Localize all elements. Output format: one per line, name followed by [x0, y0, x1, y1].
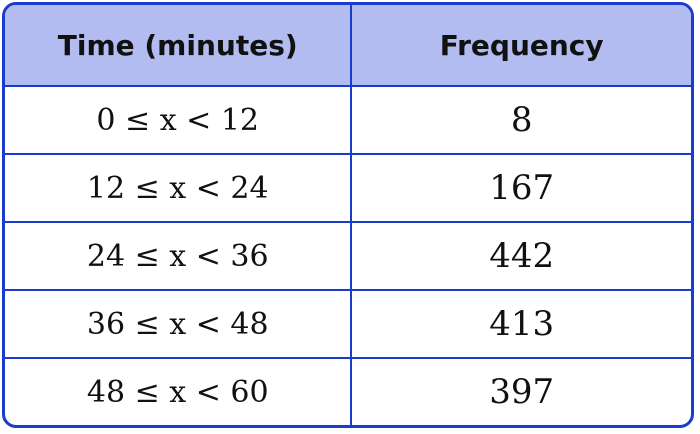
- table-row: 36 ≤ x < 48 413: [5, 289, 691, 360]
- frequency-value: 413: [350, 289, 691, 360]
- table-row: 0 ≤ x < 12 8: [5, 84, 691, 156]
- time-interval: 0 ≤ x < 12: [5, 84, 353, 156]
- time-interval: 24 ≤ x < 36: [5, 221, 353, 292]
- frequency-value: 397: [350, 357, 691, 425]
- header-row: Time (minutes) Frequency: [5, 5, 691, 87]
- table-row: 48 ≤ x < 60 397: [5, 357, 691, 425]
- frequency-value: 8: [350, 84, 691, 156]
- time-interval: 36 ≤ x < 48: [5, 289, 353, 360]
- time-interval: 12 ≤ x < 24: [5, 153, 353, 224]
- frequency-value: 442: [350, 221, 691, 292]
- frequency-table: Time (minutes) Frequency 0 ≤ x < 12 8 12 …: [2, 2, 694, 428]
- header-time: Time (minutes): [5, 5, 353, 87]
- header-frequency: Frequency: [350, 5, 691, 87]
- table-row: 24 ≤ x < 36 442: [5, 221, 691, 292]
- frequency-value: 167: [350, 153, 691, 224]
- time-interval: 48 ≤ x < 60: [5, 357, 353, 425]
- table-row: 12 ≤ x < 24 167: [5, 153, 691, 224]
